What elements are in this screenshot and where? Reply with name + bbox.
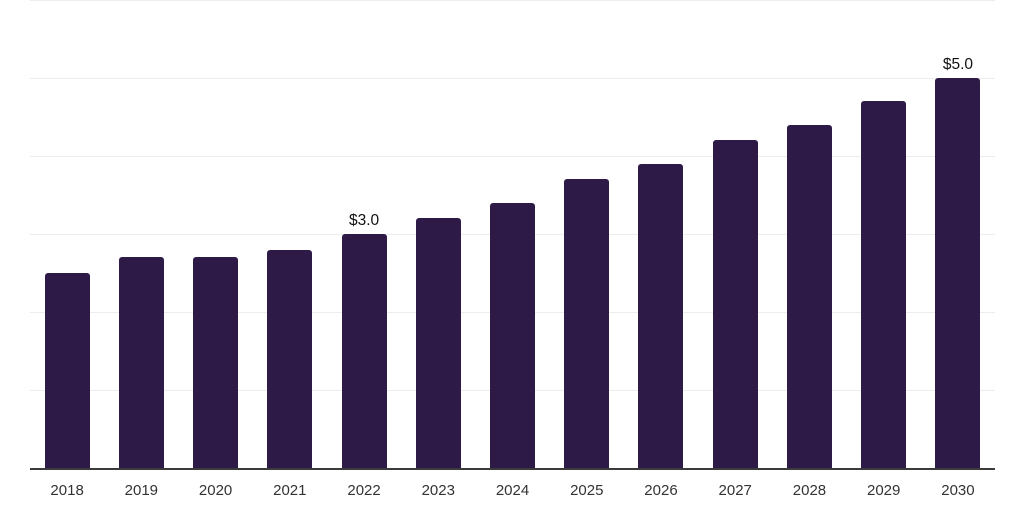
bar-2029 [861,101,907,468]
x-axis: 2018 2019 2020 2021 2022 2023 2024 2025 2026 2027… [30,482,995,499]
gridline [30,0,995,1]
bar-2030 [935,78,981,468]
bar-group-2020 [178,0,252,468]
x-tick-2029: 2029 [867,482,901,499]
plot-area: $3.0 $5.0 [30,0,995,470]
x-tick-2020: 2020 [198,482,233,499]
bar-group-2029 [847,0,921,468]
bar-group-2019 [104,0,178,468]
bar-value-label-2030: $5.0 [942,56,974,73]
x-tick-2030: 2030 [941,482,975,499]
bar-2026 [638,163,684,468]
x-tick-2025: 2025 [570,482,604,499]
x-tick-2022: 2022 [347,482,381,499]
bar-2028 [786,124,832,468]
gridline [30,156,995,157]
bar-2027 [712,140,758,468]
x-tick-2028: 2028 [792,482,827,499]
x-tick-2026: 2026 [644,482,678,499]
bar-group-2024 [475,0,549,468]
bar-2024 [490,202,536,468]
bar-group-2026 [624,0,698,468]
bar-group-2021 [253,0,327,468]
bar-group-2030: $5.0 [921,0,995,468]
bar-group-2028 [772,0,846,468]
bar-2023 [415,218,461,468]
x-tick-2021: 2021 [273,482,307,499]
x-tick-2024: 2024 [495,482,530,499]
bar-group-2023 [401,0,475,468]
bar-group-2025 [550,0,624,468]
bar-2025 [564,179,610,468]
bar-group-2022: $3.0 [327,0,401,468]
x-tick-2018: 2018 [50,482,84,499]
bar-2020 [193,257,239,468]
x-tick-2019: 2019 [124,482,159,499]
gridline [30,78,995,79]
bar-group-2018 [30,0,104,468]
bars-layer: $3.0 $5.0 [30,0,995,468]
bar-2021 [267,249,313,468]
bar-group-2027 [698,0,772,468]
x-tick-2023: 2023 [421,482,455,499]
bar-2018 [44,273,90,468]
bar-2022 [341,234,387,468]
bar-value-label-2022: $3.0 [348,212,380,229]
bar-2019 [118,257,164,468]
x-tick-2027: 2027 [718,482,752,499]
